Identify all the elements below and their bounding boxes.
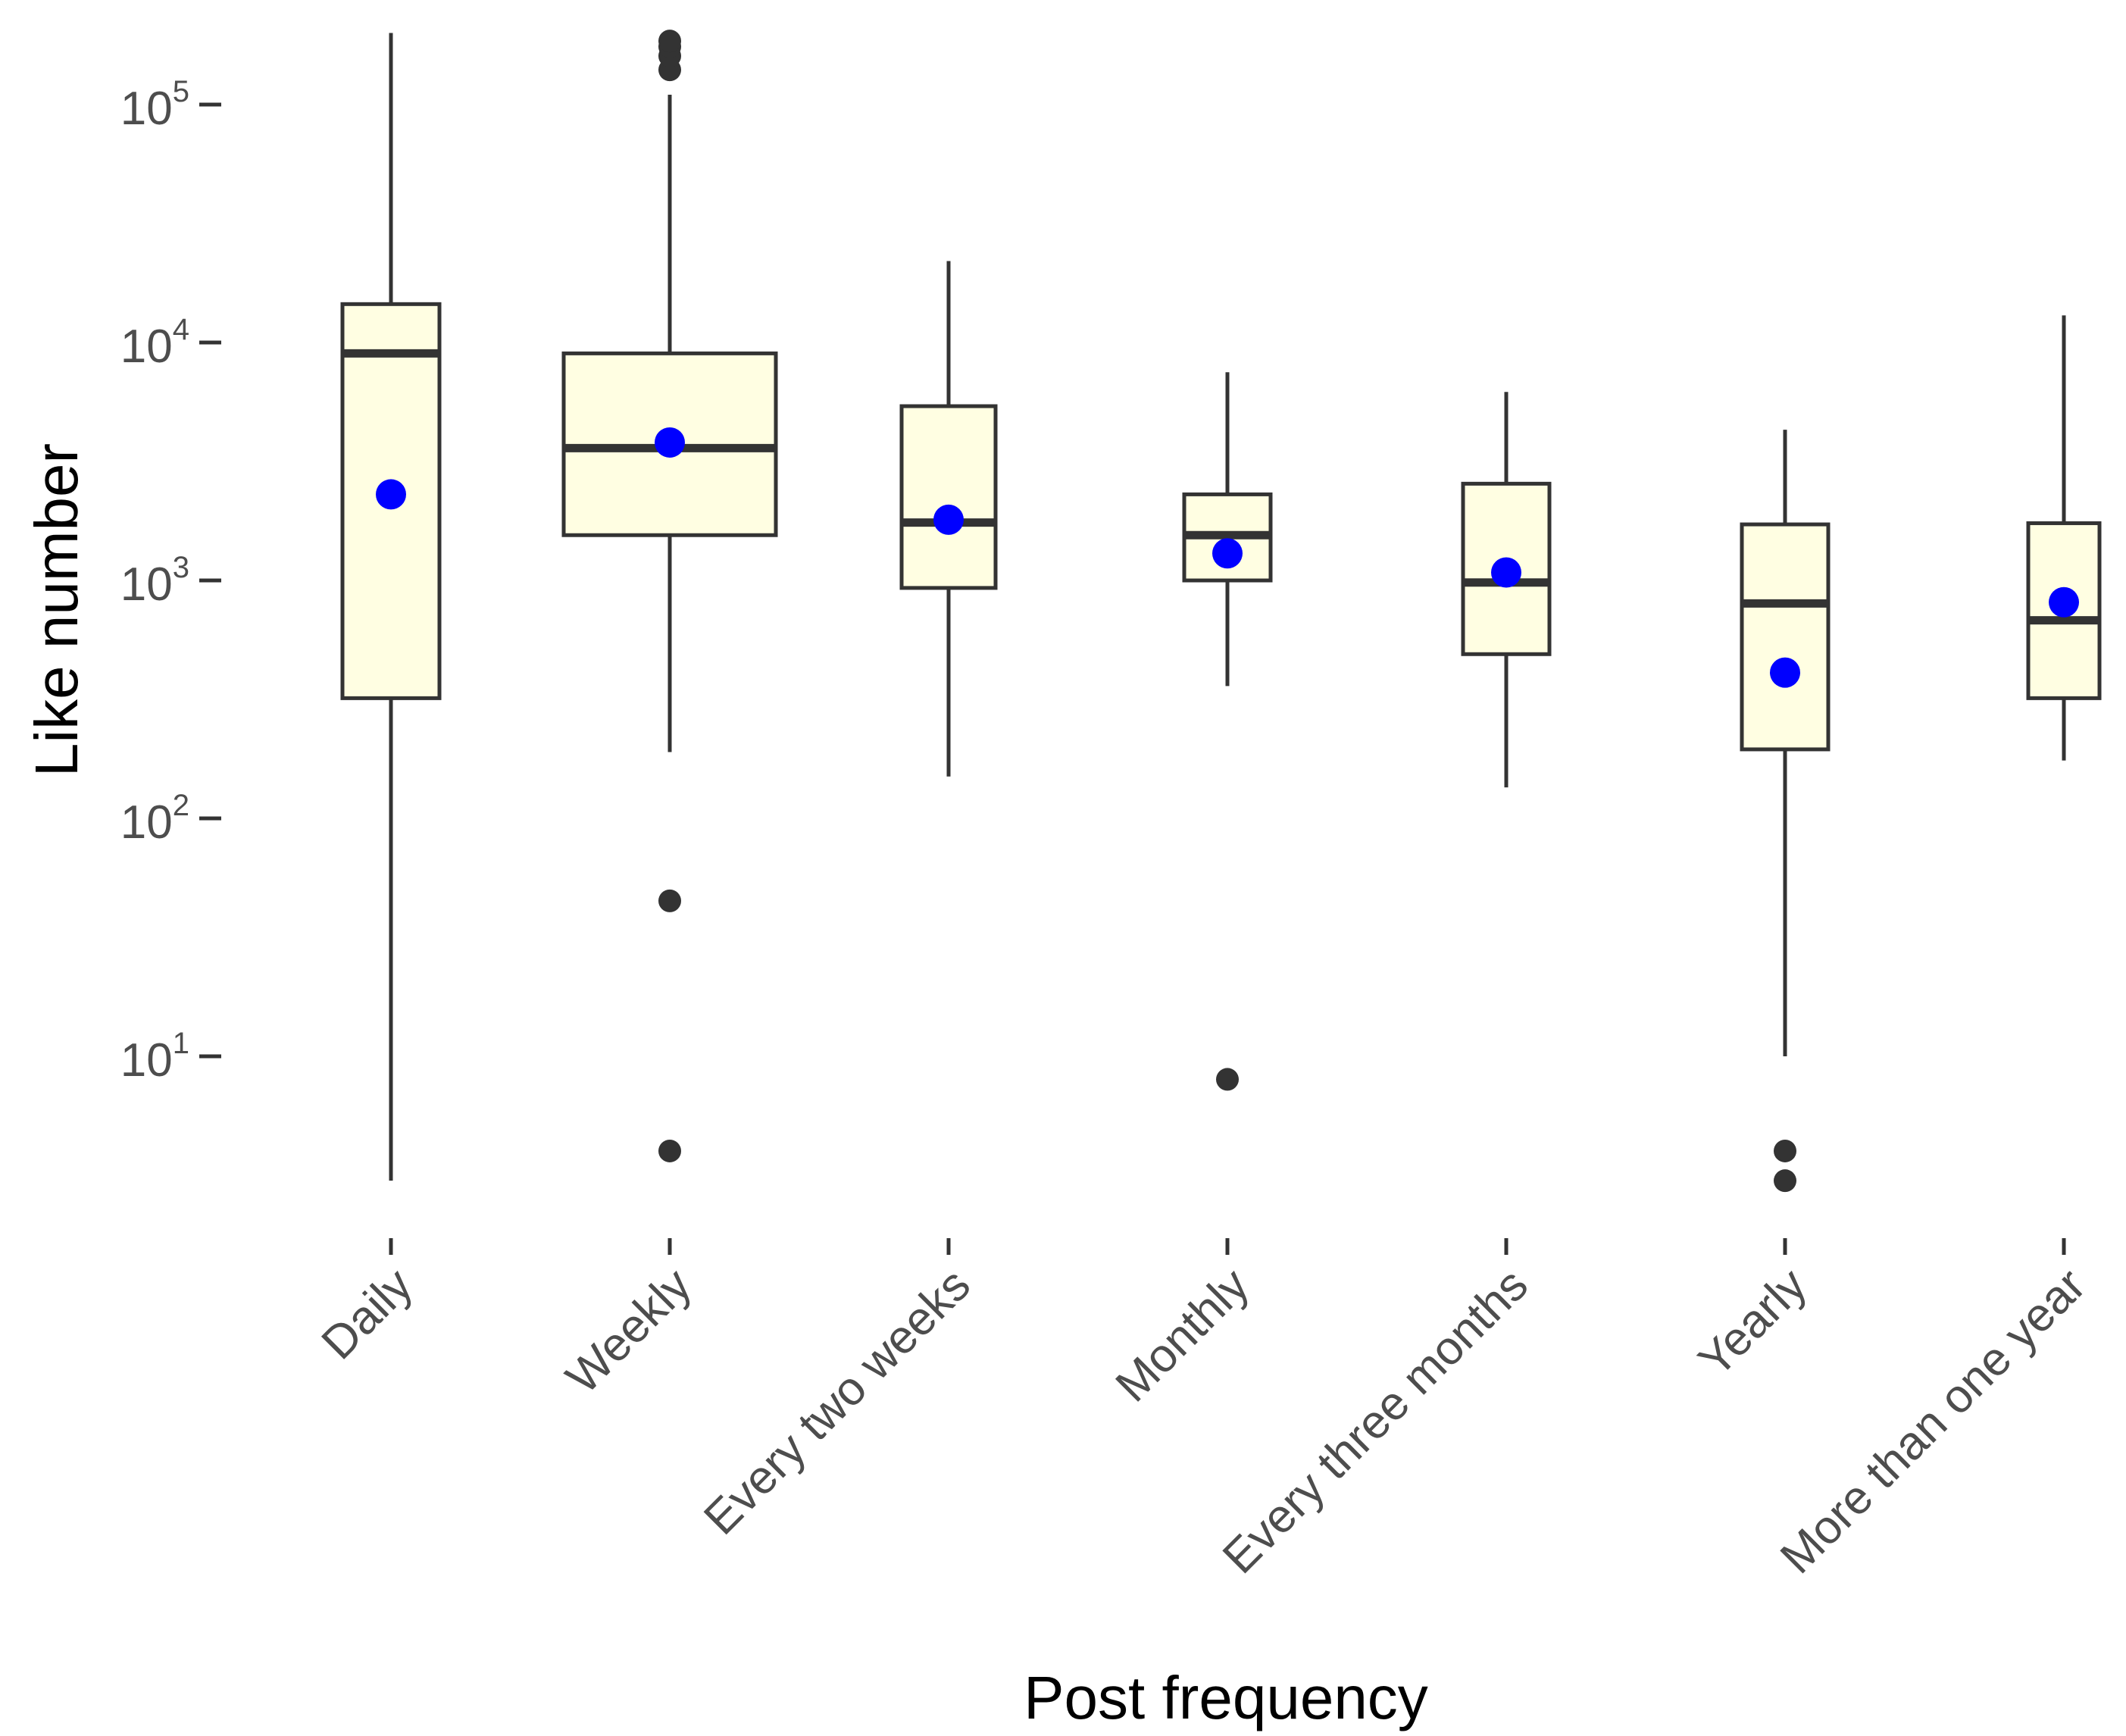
box-group (561, 30, 778, 1162)
mean-point (2049, 586, 2079, 618)
mean-point (1770, 657, 1800, 688)
box-group (899, 261, 998, 777)
x-tick-label: Weekly (556, 1259, 702, 1404)
box-group (2026, 315, 2102, 761)
x-tick-label: Every three months (1213, 1259, 1538, 1584)
outlier-point (1216, 1068, 1239, 1091)
outlier-point (658, 889, 681, 912)
y-tick-label: 103 (120, 551, 189, 611)
x-tick-label: Yearly (1689, 1259, 1817, 1387)
x-tick-label: Monthly (1106, 1259, 1259, 1412)
mean-point (1491, 557, 1521, 588)
mean-point (933, 504, 964, 535)
x-tick-label: Every two weeks (694, 1259, 980, 1545)
x-axis-title: Post frequency (1024, 1664, 1428, 1731)
y-tick-label: 104 (120, 313, 189, 373)
y-axis: 101 102 103 104 105 (120, 75, 221, 1087)
y-tick-label: 102 (120, 789, 189, 849)
box-iqr (1740, 522, 1831, 752)
outlier-point (658, 1139, 681, 1162)
mean-point (1212, 538, 1243, 569)
outlier-point (1774, 1169, 1796, 1193)
mean-point (655, 427, 685, 458)
box-iqr (899, 404, 998, 590)
plot-area (340, 30, 2102, 1193)
box-group (1461, 392, 1552, 788)
mean-point (376, 479, 406, 510)
outlier-point (1774, 1139, 1796, 1162)
outlier-point (658, 30, 681, 53)
box-group (340, 33, 442, 1181)
y-tick-label: 101 (120, 1027, 189, 1087)
box-group (1740, 430, 1831, 1193)
box-group (1182, 372, 1273, 1091)
y-tick-label: 105 (120, 75, 189, 135)
y-axis-title: Like number (23, 443, 90, 777)
x-tick-label: Daily (312, 1259, 423, 1369)
box-iqr (2026, 521, 2102, 700)
x-tick-label: More than one year (1771, 1259, 2096, 1584)
